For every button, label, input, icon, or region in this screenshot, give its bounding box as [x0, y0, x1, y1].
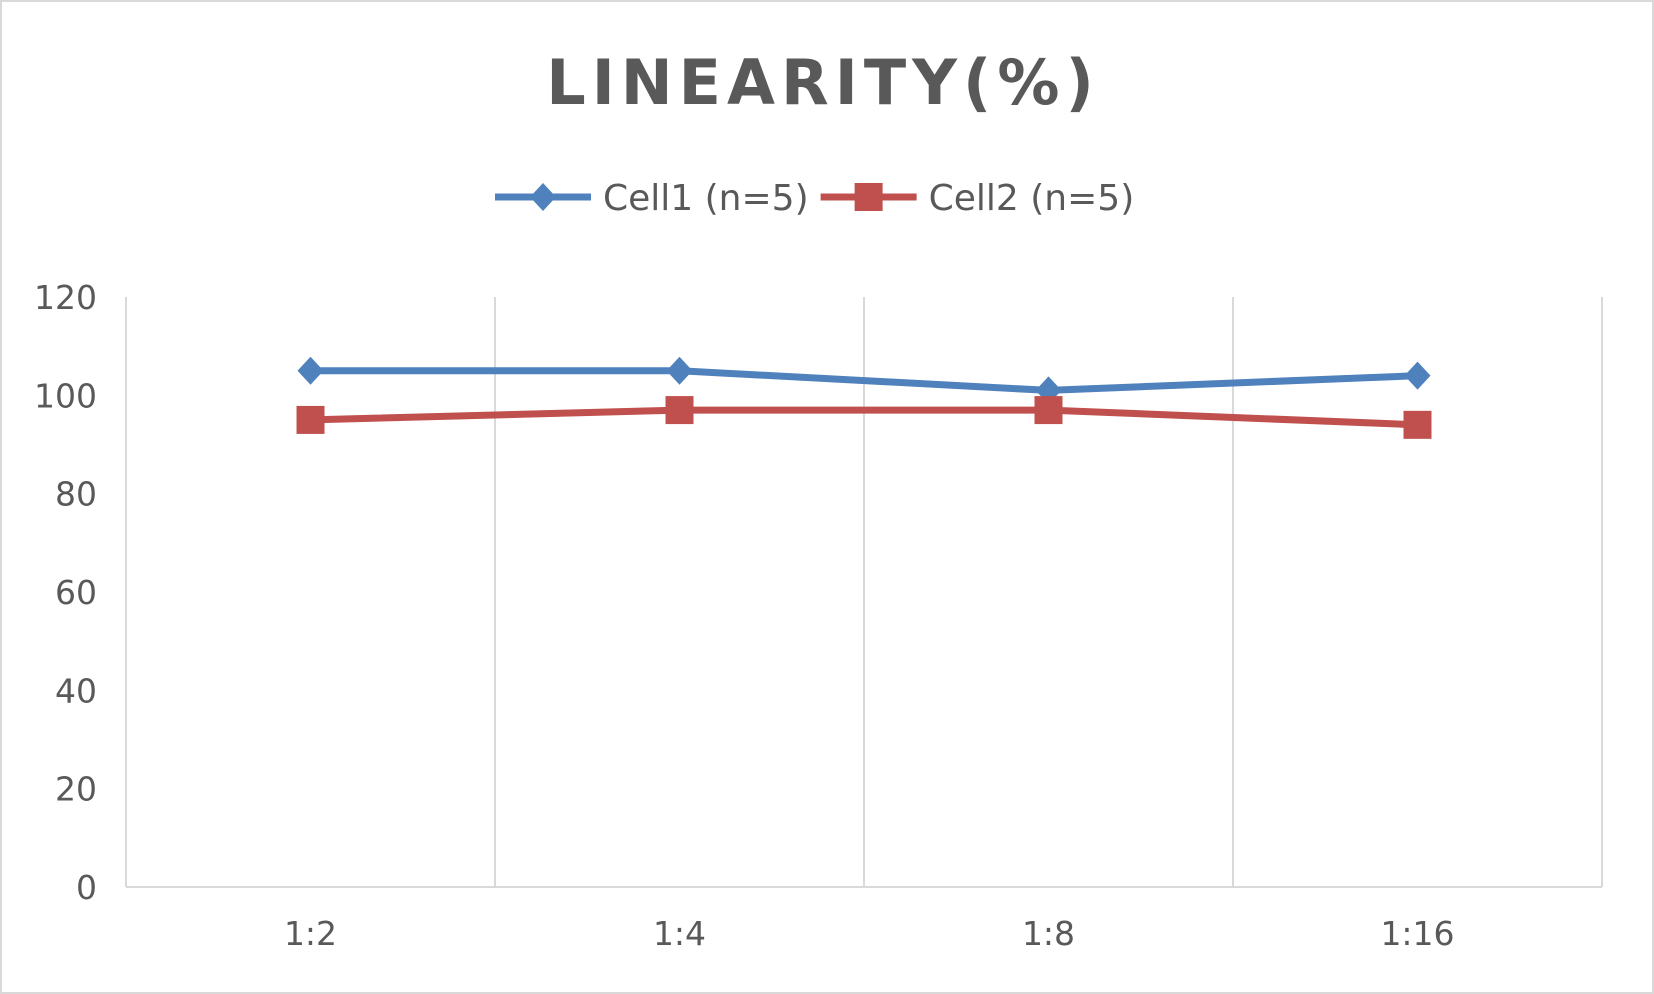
- x-tick-label: 1:8: [1022, 914, 1075, 953]
- series-2: [296, 396, 1432, 439]
- y-tick-label: 60: [55, 573, 97, 612]
- data-point-diamond: [530, 183, 556, 211]
- data-point-square: [1403, 410, 1432, 439]
- data-point-square: [854, 183, 883, 211]
- data-point-square: [1034, 396, 1063, 425]
- y-tick-label: 80: [55, 475, 97, 514]
- y-tick-label: 40: [55, 671, 97, 710]
- legend-label: Cell1 (n=5): [603, 178, 809, 219]
- y-tick-label: 20: [55, 770, 97, 809]
- y-tick-label: 100: [34, 376, 97, 415]
- series: [296, 356, 1432, 439]
- data-point-diamond: [297, 356, 324, 385]
- x-tick-label: 1:16: [1380, 914, 1454, 953]
- data-point-diamond: [1404, 361, 1431, 390]
- series-line: [310, 406, 1418, 429]
- data-point-square: [665, 396, 694, 425]
- x-tick-label: 1:4: [653, 914, 706, 953]
- grid: [125, 297, 1603, 887]
- legend-item-2: Cell2 (n=5): [820, 178, 1135, 219]
- y-tick-label: 120: [34, 278, 97, 317]
- data-point-square: [296, 405, 325, 434]
- series-line: [310, 367, 1418, 394]
- x-tick-label: 1:2: [284, 914, 337, 953]
- legend-item-1: Cell1 (n=5): [495, 178, 809, 219]
- data-point-diamond: [666, 356, 693, 385]
- chart-title: LINEARITY(%): [546, 46, 1100, 119]
- legend-label: Cell2 (n=5): [929, 178, 1135, 219]
- legend: Cell1 (n=5) Cell2 (n=5): [495, 178, 1134, 219]
- axes: 0 20 40 60 80 100 120 1:2 1:4 1:8 1:16: [34, 278, 1602, 953]
- y-tick-label: 0: [76, 868, 97, 907]
